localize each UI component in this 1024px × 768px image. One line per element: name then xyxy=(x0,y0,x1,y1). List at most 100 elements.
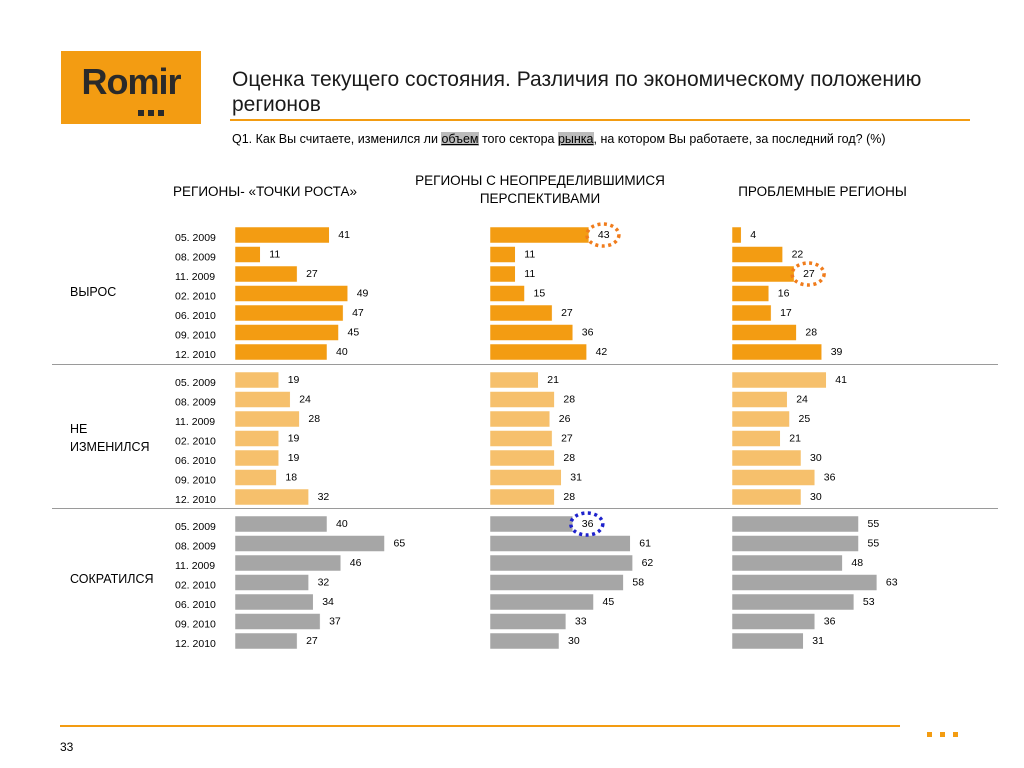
row-label-declined: СОКРАТИЛСЯ xyxy=(70,572,154,586)
category-label: 08. 2009 xyxy=(175,251,216,263)
data-label: 49 xyxy=(357,287,369,299)
data-label: 21 xyxy=(789,432,801,444)
data-label: 36 xyxy=(582,518,594,530)
data-label: 36 xyxy=(824,471,836,483)
bar xyxy=(234,535,385,552)
data-label: 55 xyxy=(868,518,880,530)
survey-question: Q1. Как Вы считаете, изменился ли объем … xyxy=(232,131,972,147)
question-prefix: Q1. Как Вы считаете, изменился ли xyxy=(232,132,442,146)
bar xyxy=(234,391,291,408)
data-label: 45 xyxy=(603,596,615,608)
bar xyxy=(234,410,300,428)
data-label: 40 xyxy=(336,346,348,358)
section-divider-2 xyxy=(52,508,998,509)
page-title: Оценка текущего состояния. Различия по э… xyxy=(232,68,922,116)
data-label: 48 xyxy=(851,557,863,569)
data-label: 46 xyxy=(350,557,362,569)
data-label: 16 xyxy=(778,287,790,299)
data-label: 30 xyxy=(810,491,822,503)
category-label: 11. 2009 xyxy=(175,560,215,572)
category-label: 08. 2009 xyxy=(175,540,216,552)
data-label: 11 xyxy=(269,248,280,260)
highlight-circle xyxy=(790,261,826,287)
row-label-unchanged: НЕ ИЗМЕНИЛСЯ xyxy=(70,422,150,454)
category-label: 05. 2009 xyxy=(175,521,216,533)
data-label: 62 xyxy=(642,557,654,569)
question-highlight-market: рынка xyxy=(557,132,594,146)
bar xyxy=(731,343,822,361)
question-suffix: , на котором Вы работаете, за последний … xyxy=(593,132,886,146)
data-label: 4 xyxy=(750,229,756,241)
bar xyxy=(489,593,594,611)
data-label: 61 xyxy=(639,537,651,549)
bar xyxy=(489,371,539,389)
data-label: 30 xyxy=(568,635,580,647)
bar xyxy=(731,535,859,552)
bar xyxy=(489,285,525,302)
data-label: 41 xyxy=(338,229,350,241)
bar xyxy=(489,391,555,408)
data-label: 55 xyxy=(868,537,880,549)
bar xyxy=(489,488,555,506)
highlight-circle xyxy=(569,511,605,537)
data-label: 19 xyxy=(288,432,300,444)
data-label: 58 xyxy=(632,576,644,588)
data-label: 65 xyxy=(394,537,406,549)
bar xyxy=(489,632,560,650)
group-header-problem: ПРОБЛЕМНЫЕ РЕГИОНЫ xyxy=(738,184,907,199)
data-label: 28 xyxy=(563,491,575,503)
category-label: 02. 2010 xyxy=(175,579,216,591)
question-middle: того сектора xyxy=(478,132,558,146)
category-label: 12. 2010 xyxy=(175,494,216,506)
bar xyxy=(234,515,328,533)
bar xyxy=(489,515,574,533)
logo-text: Romir xyxy=(81,61,181,102)
bar xyxy=(234,285,348,302)
bar xyxy=(234,469,277,486)
bar xyxy=(731,488,802,506)
bar xyxy=(489,324,574,341)
bar xyxy=(234,226,330,244)
bar xyxy=(234,554,342,572)
category-label: 09. 2010 xyxy=(175,618,216,630)
bar xyxy=(731,324,797,341)
data-label: 41 xyxy=(835,374,847,386)
bar xyxy=(489,469,562,486)
data-label: 33 xyxy=(575,615,587,627)
data-label: 42 xyxy=(596,346,608,358)
data-label: 45 xyxy=(348,326,360,338)
bar xyxy=(489,535,631,552)
bar xyxy=(489,226,590,244)
bar xyxy=(731,515,859,533)
bar xyxy=(489,613,567,630)
bar xyxy=(489,265,516,283)
bar xyxy=(489,410,551,428)
category-label: 12. 2010 xyxy=(175,349,216,361)
bar xyxy=(234,246,261,263)
category-label: 11. 2009 xyxy=(175,271,215,283)
category-label: 06. 2010 xyxy=(175,310,216,322)
data-label: 28 xyxy=(308,413,320,425)
bar xyxy=(731,449,802,467)
row-label-grew: ВЫРОС xyxy=(70,285,117,299)
category-label: 05. 2009 xyxy=(175,232,216,244)
bar xyxy=(731,593,855,611)
bar xyxy=(731,304,772,322)
data-label: 27 xyxy=(306,635,318,647)
data-label: 34 xyxy=(322,596,334,608)
bar xyxy=(234,265,298,283)
bar xyxy=(489,574,624,591)
data-label: 21 xyxy=(547,374,559,386)
bar xyxy=(731,371,827,389)
bar xyxy=(234,574,309,591)
bar xyxy=(731,226,742,244)
question-highlight-volume: объем xyxy=(441,132,479,146)
category-label: 09. 2010 xyxy=(175,474,216,486)
data-label: 36 xyxy=(824,615,836,627)
bar xyxy=(234,488,309,506)
data-label: 18 xyxy=(285,471,297,483)
logo-dots-icon xyxy=(138,103,168,116)
romir-logo: Romir xyxy=(61,51,201,124)
bar xyxy=(234,449,279,467)
